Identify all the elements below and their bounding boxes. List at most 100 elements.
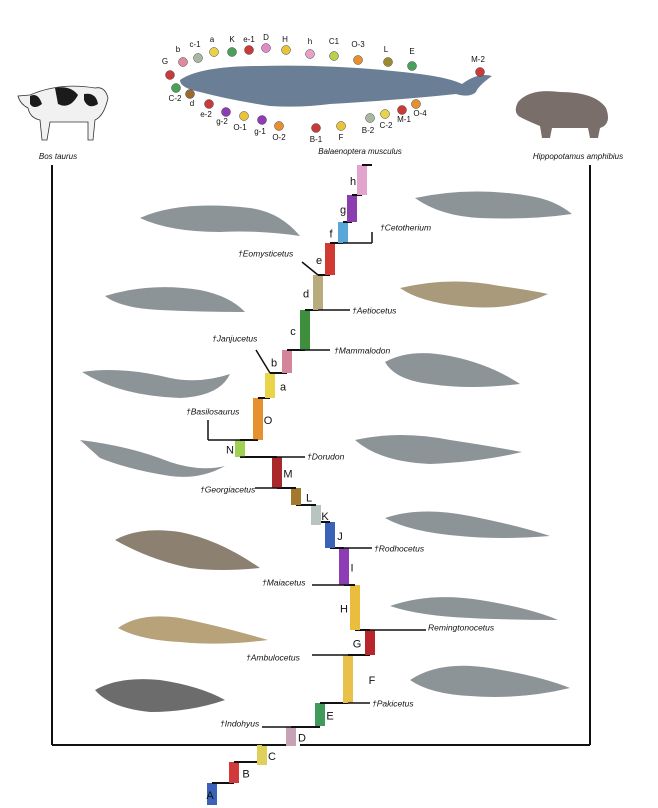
character-marker	[329, 51, 339, 61]
character-label: M-2	[471, 55, 485, 64]
character-marker	[380, 109, 390, 119]
character-label: a	[210, 35, 215, 44]
taxon-label: †Eomysticetus	[238, 248, 294, 258]
taxon-label: †Basilosaurus	[186, 406, 240, 416]
node-bar	[350, 585, 360, 630]
taxon-label: †Dorudon	[307, 451, 345, 461]
character-marker	[475, 67, 485, 77]
node-bar	[343, 655, 353, 703]
taxon-label: †Ambulocetus	[246, 652, 301, 662]
node-bar	[235, 440, 245, 457]
node-label: C	[268, 751, 276, 763]
node-label: J	[337, 531, 343, 543]
character-marker	[407, 61, 417, 71]
node-bar	[339, 548, 349, 585]
blue-whale-illustration	[180, 65, 492, 107]
character-marker	[336, 121, 346, 131]
node-label: f	[329, 228, 333, 240]
taxon-label: †Aetiocetus	[352, 305, 397, 315]
node-label: d	[303, 288, 309, 300]
character-marker	[397, 105, 407, 115]
character-label: C-2	[169, 94, 182, 103]
character-marker	[383, 57, 393, 67]
character-label: B-1	[310, 135, 323, 144]
node-label: E	[326, 710, 333, 722]
node-bar	[282, 350, 292, 373]
node-bar	[338, 222, 348, 243]
node-bar	[365, 630, 375, 655]
character-label: H	[282, 35, 288, 44]
character-marker	[178, 57, 188, 67]
node-label: g	[340, 204, 346, 216]
node-bar	[291, 488, 301, 505]
character-label: O-2	[272, 133, 286, 142]
node-label: I	[350, 562, 353, 574]
node-label: A	[206, 790, 214, 802]
taxon-label: †Pakicetus	[372, 698, 414, 708]
node-bar	[315, 703, 325, 726]
node-label: G	[353, 638, 362, 650]
character-label: M-1	[397, 115, 411, 124]
species-label: Bos taurus	[39, 152, 77, 161]
character-marker	[165, 70, 175, 80]
character-marker	[274, 121, 284, 131]
taxon-label: Remingtonocetus	[428, 622, 495, 632]
character-label: B-2	[362, 126, 375, 135]
branch	[255, 349, 271, 374]
node-bar	[300, 310, 310, 350]
node-label: N	[226, 444, 234, 456]
character-label: F	[339, 133, 344, 142]
character-marker	[365, 113, 375, 123]
character-label: G	[162, 57, 168, 66]
taxon-label: †Janjucetus	[212, 333, 258, 343]
node-label: H	[340, 603, 348, 615]
branch	[301, 261, 319, 276]
character-marker	[171, 83, 181, 93]
character-label: O-1	[233, 123, 247, 132]
species-label: Hippopotamus amphibius	[533, 152, 623, 161]
cetacean-illustrations	[80, 191, 572, 712]
taxon-label: †Maiacetus	[262, 577, 306, 587]
node-bar	[272, 457, 282, 488]
character-marker	[411, 99, 421, 109]
node-bar	[325, 522, 335, 548]
species-label: Balaenoptera musculus	[318, 147, 402, 156]
node-bar	[347, 195, 357, 222]
node-label: e	[316, 255, 322, 267]
node-label: a	[280, 381, 287, 393]
hippo-illustration	[515, 91, 608, 138]
character-marker	[281, 45, 291, 55]
node-bar	[265, 373, 275, 398]
node-label: F	[369, 675, 376, 687]
node-bar	[357, 165, 367, 195]
character-marker	[204, 99, 214, 109]
node-label: L	[306, 492, 312, 504]
character-label: g-2	[216, 117, 228, 126]
character-label: D	[263, 33, 269, 42]
character-label: e-2	[200, 110, 212, 119]
character-label: K	[229, 35, 235, 44]
character-label: c-1	[189, 40, 201, 49]
character-label: E	[409, 47, 414, 56]
taxon-label: †Mammalodon	[334, 345, 390, 355]
character-marker	[185, 89, 195, 99]
node-label: c	[290, 326, 296, 338]
node-label: M	[283, 468, 292, 480]
character-label: O-3	[351, 40, 365, 49]
node-bar	[253, 398, 263, 440]
node-bar	[257, 745, 267, 765]
node-label: b	[271, 357, 277, 369]
node-bar	[311, 505, 321, 525]
taxon-label: †Indohyus	[220, 718, 260, 728]
character-marker	[209, 47, 219, 57]
node-bar	[286, 727, 296, 746]
node-bar	[207, 783, 217, 805]
character-marker	[239, 111, 249, 121]
character-marker	[227, 47, 237, 57]
character-label: g-1	[254, 127, 266, 136]
taxon-label: †Rodhocetus	[374, 543, 425, 553]
character-marker	[257, 115, 267, 125]
node-label: O	[264, 415, 273, 427]
node-bar	[325, 243, 335, 275]
